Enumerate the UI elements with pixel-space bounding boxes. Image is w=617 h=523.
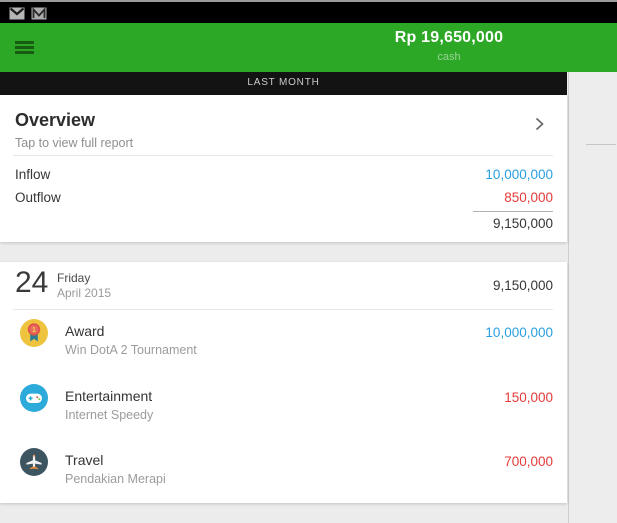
day-number: 24 [15, 266, 49, 299]
day-weekday: Friday [57, 271, 91, 285]
day-month-year: April 2015 [57, 286, 112, 300]
inflow-label: Inflow [15, 167, 51, 182]
transaction-row-travel[interactable]: Travel Pendakian Merapi 700,000 [0, 446, 567, 508]
transaction-note: Win DotA 2 Tournament [65, 343, 197, 357]
transaction-row-award[interactable]: 1 Award Win DotA 2 Tournament 10,000,000 [0, 317, 567, 379]
day-total: 9,150,000 [492, 278, 553, 293]
menu-icon[interactable] [15, 41, 34, 54]
outflow-label: Outflow [15, 190, 61, 205]
overview-card[interactable]: Overview Tap to view full report Inflow … [0, 95, 567, 242]
gamepad-icon [20, 384, 48, 412]
period-bar[interactable]: LAST MONTH [0, 72, 567, 95]
app-bar: Rp 19,650,000 cash [0, 23, 617, 72]
transaction-category: Entertainment [65, 388, 153, 404]
period-label: LAST MONTH [247, 77, 320, 88]
mail-icon [9, 7, 25, 20]
transaction-amount: 150,000 [504, 390, 553, 405]
transaction-note: Internet Speedy [65, 408, 154, 422]
airplane-icon [20, 448, 48, 476]
divider [13, 309, 553, 310]
net-total: 9,150,000 [492, 216, 553, 231]
wallet-balance-block[interactable]: Rp 19,650,000 cash [329, 29, 569, 63]
inflow-value: 10,000,000 [485, 167, 553, 182]
side-panel [568, 72, 617, 523]
day-card: 24 Friday April 2015 9,150,000 1 Award W… [0, 262, 567, 503]
divider [13, 155, 553, 156]
transaction-amount: 10,000,000 [485, 325, 553, 340]
award-icon: 1 [20, 319, 48, 347]
transaction-row-entertainment[interactable]: Entertainment Internet Speedy 150,000 [0, 382, 567, 444]
chevron-right-icon[interactable] [531, 116, 547, 132]
transaction-category: Travel [65, 452, 104, 468]
overview-subtitle: Tap to view full report [15, 136, 134, 150]
mail-outline-icon [31, 7, 47, 20]
overview-title: Overview [15, 110, 96, 130]
outflow-value: 850,000 [504, 190, 553, 205]
side-panel-divider [586, 144, 616, 145]
transaction-amount: 700,000 [504, 454, 553, 469]
transaction-category: Award [65, 323, 105, 339]
status-bar [0, 0, 617, 23]
total-divider [473, 211, 553, 212]
transaction-note: Pendakian Merapi [65, 472, 166, 486]
wallet-name: cash [437, 51, 461, 63]
wallet-balance: Rp 19,650,000 [394, 29, 504, 46]
svg-text:1: 1 [32, 325, 36, 334]
